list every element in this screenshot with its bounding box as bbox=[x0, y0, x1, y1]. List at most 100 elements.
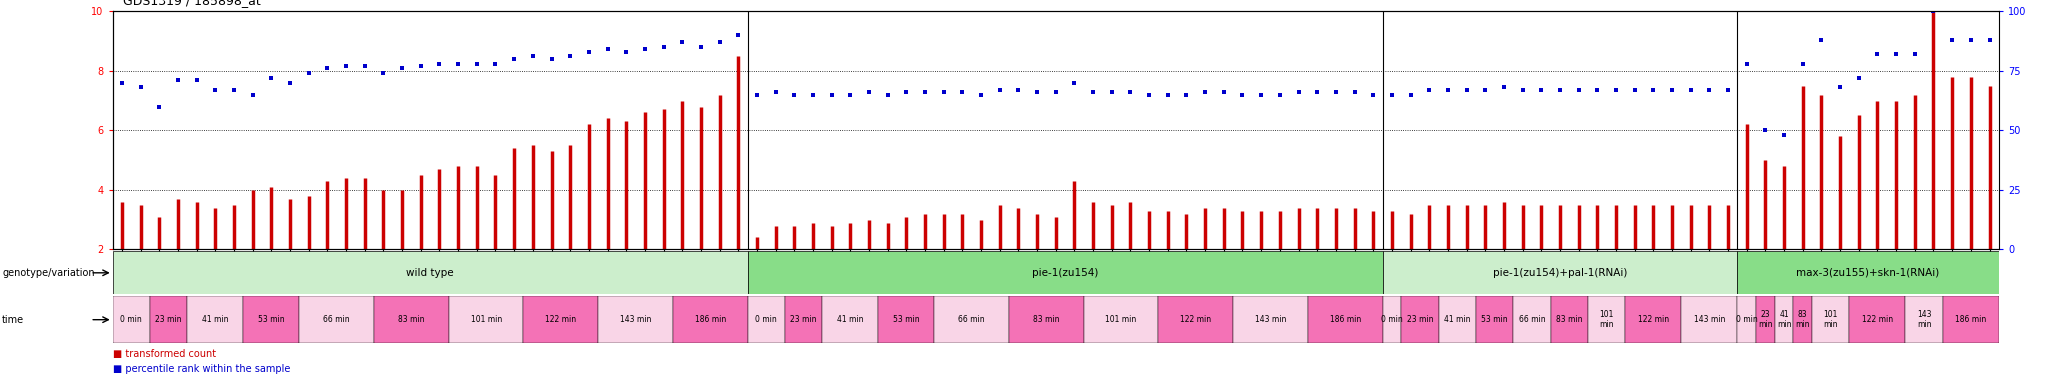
Bar bbox=[1438, 296, 1477, 343]
Point bbox=[891, 89, 924, 95]
Text: 23 min: 23 min bbox=[1407, 315, 1434, 324]
Bar bbox=[1401, 296, 1438, 343]
Bar bbox=[1010, 296, 1083, 343]
Bar bbox=[244, 296, 299, 343]
Point bbox=[199, 87, 231, 93]
Point bbox=[573, 49, 606, 55]
Bar bbox=[1382, 296, 1401, 343]
Point bbox=[1655, 87, 1688, 93]
Bar bbox=[823, 296, 879, 343]
Point bbox=[815, 92, 848, 98]
Text: 143 min: 143 min bbox=[1694, 315, 1724, 324]
Text: 83
min: 83 min bbox=[1796, 310, 1810, 329]
Point bbox=[1020, 89, 1053, 95]
Bar bbox=[1550, 296, 1587, 343]
Text: 23 min: 23 min bbox=[791, 315, 817, 324]
Point bbox=[143, 104, 176, 110]
Point bbox=[1731, 61, 1763, 67]
Point bbox=[629, 46, 662, 53]
Point bbox=[1563, 87, 1595, 93]
Text: 0 min: 0 min bbox=[756, 315, 776, 324]
Point bbox=[1675, 87, 1708, 93]
Bar bbox=[1626, 296, 1681, 343]
Point bbox=[1001, 87, 1034, 93]
Bar bbox=[1309, 296, 1382, 343]
Point bbox=[1169, 92, 1202, 98]
Point bbox=[516, 54, 549, 60]
Bar bbox=[1755, 296, 1776, 343]
Point bbox=[461, 61, 494, 67]
Bar bbox=[1233, 296, 1309, 343]
Bar bbox=[1587, 296, 1626, 343]
Point bbox=[1544, 87, 1577, 93]
Point bbox=[870, 92, 903, 98]
Text: 186 min: 186 min bbox=[694, 315, 725, 324]
Text: 53 min: 53 min bbox=[1481, 315, 1507, 324]
Point bbox=[1151, 92, 1184, 98]
Point bbox=[1038, 89, 1073, 95]
Point bbox=[1487, 84, 1520, 90]
Text: 41 min: 41 min bbox=[1444, 315, 1470, 324]
Point bbox=[666, 39, 698, 45]
Point bbox=[760, 89, 793, 95]
Text: 143
min: 143 min bbox=[1917, 310, 1931, 329]
Point bbox=[498, 56, 530, 62]
Point bbox=[778, 92, 811, 98]
Point bbox=[721, 32, 754, 38]
Point bbox=[1077, 89, 1110, 95]
Text: max-3(zu155)+skn-1(RNAi): max-3(zu155)+skn-1(RNAi) bbox=[1796, 268, 1939, 278]
Point bbox=[1749, 128, 1782, 134]
Bar bbox=[598, 296, 674, 343]
Point bbox=[1581, 87, 1614, 93]
Point bbox=[928, 89, 961, 95]
Point bbox=[348, 63, 381, 69]
Text: 66 min: 66 min bbox=[1520, 315, 1546, 324]
Text: 53 min: 53 min bbox=[893, 315, 920, 324]
Text: 101
min: 101 min bbox=[1599, 310, 1614, 329]
Point bbox=[1376, 92, 1409, 98]
Point bbox=[1917, 8, 1950, 14]
Text: 53 min: 53 min bbox=[258, 315, 285, 324]
Point bbox=[1133, 92, 1165, 98]
Point bbox=[852, 89, 885, 95]
Point bbox=[1954, 37, 1987, 43]
Point bbox=[1096, 89, 1128, 95]
Point bbox=[1505, 87, 1538, 93]
Point bbox=[1114, 89, 1147, 95]
Text: 83 min: 83 min bbox=[1032, 315, 1059, 324]
Text: 66 min: 66 min bbox=[958, 315, 985, 324]
Point bbox=[702, 39, 735, 45]
Point bbox=[1450, 87, 1483, 93]
Text: 83 min: 83 min bbox=[1556, 315, 1583, 324]
Point bbox=[1432, 87, 1464, 93]
Point bbox=[592, 46, 625, 53]
Point bbox=[1935, 37, 1968, 43]
Point bbox=[1358, 92, 1391, 98]
Bar bbox=[299, 296, 375, 343]
Bar bbox=[879, 296, 934, 343]
Point bbox=[834, 92, 866, 98]
Point bbox=[1636, 87, 1669, 93]
Bar bbox=[375, 296, 449, 343]
Point bbox=[1712, 87, 1745, 93]
Text: 101 min: 101 min bbox=[1106, 315, 1137, 324]
Point bbox=[424, 61, 457, 67]
Point bbox=[330, 63, 362, 69]
Point bbox=[1786, 61, 1819, 67]
Point bbox=[983, 87, 1016, 93]
Bar bbox=[449, 296, 524, 343]
Text: 0 min: 0 min bbox=[121, 315, 141, 324]
Text: ■ transformed count: ■ transformed count bbox=[113, 350, 215, 359]
Point bbox=[1300, 89, 1333, 95]
Text: genotype/variation: genotype/variation bbox=[2, 268, 94, 278]
Point bbox=[610, 49, 643, 55]
Point bbox=[162, 77, 195, 83]
Text: 143 min: 143 min bbox=[621, 315, 651, 324]
Point bbox=[367, 70, 399, 76]
Point bbox=[946, 89, 979, 95]
Bar bbox=[113, 296, 150, 343]
Point bbox=[1282, 89, 1315, 95]
Point bbox=[106, 80, 139, 86]
Bar bbox=[1083, 296, 1159, 343]
Point bbox=[293, 70, 326, 76]
